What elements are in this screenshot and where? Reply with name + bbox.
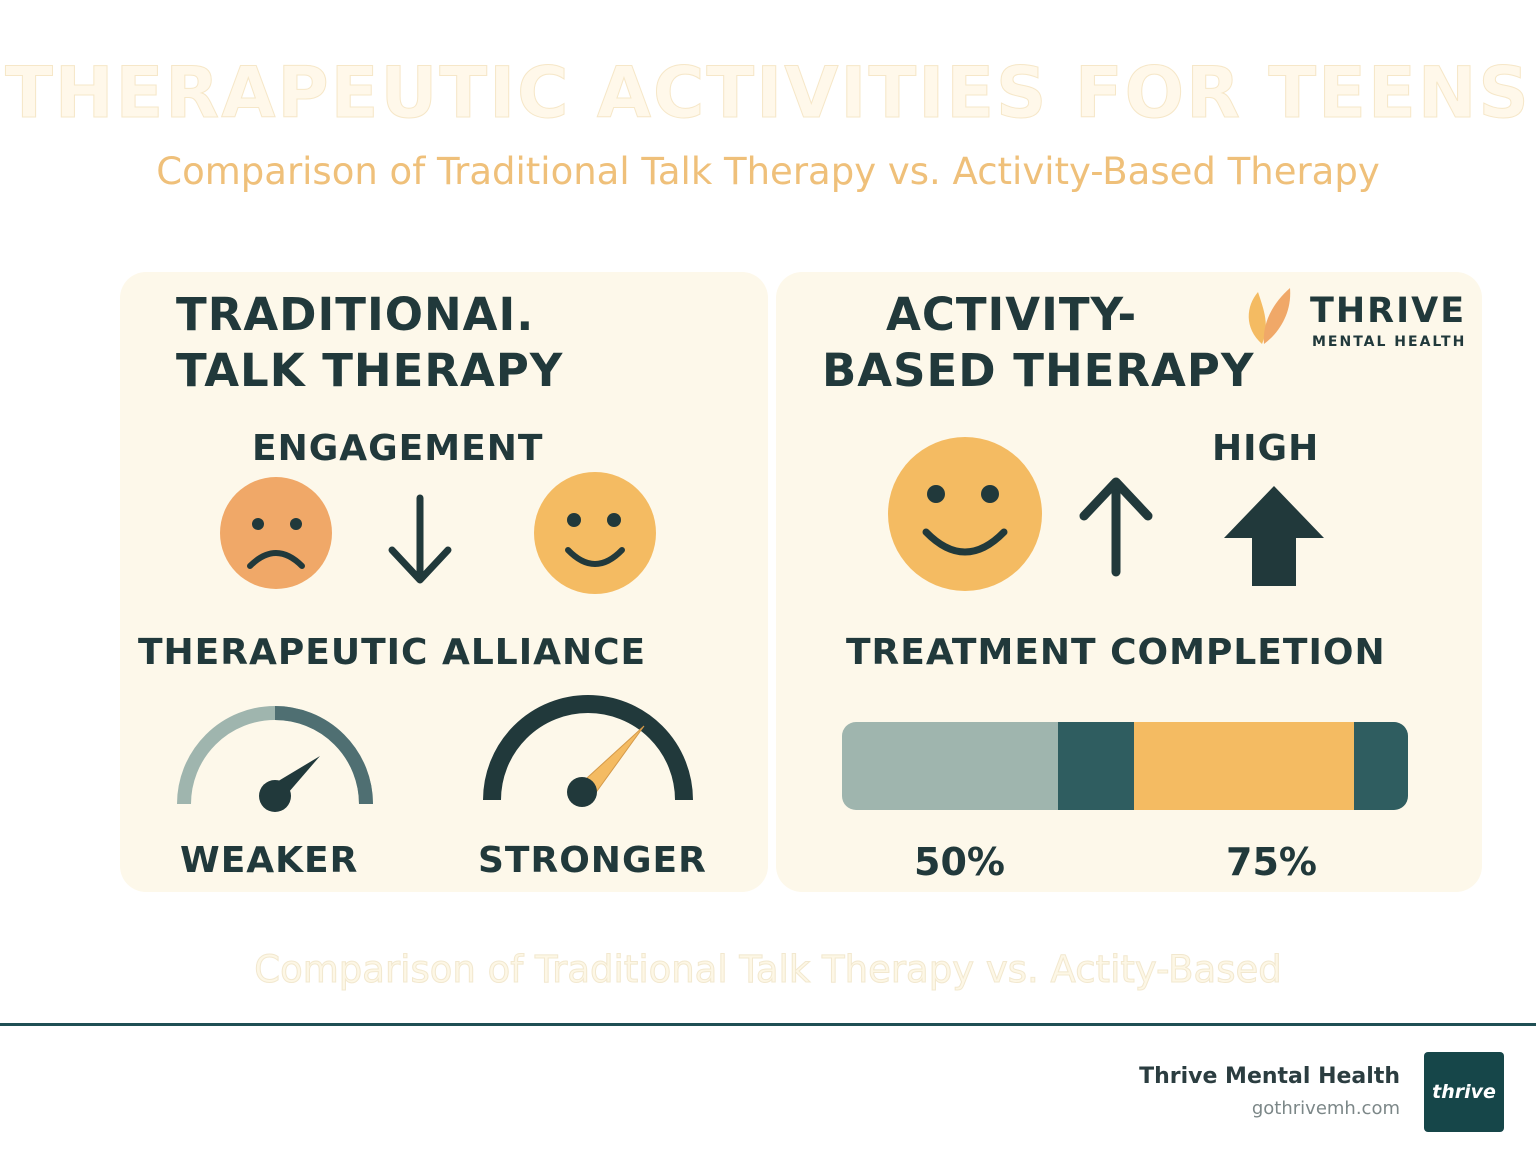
activity-heading-line2: BASED THERAPY <box>822 344 1255 397</box>
logo-tagline: MENTAL HEALTH <box>1312 334 1467 350</box>
gauge-stronger-label: STRONGER <box>478 840 707 881</box>
high-label: HIGH <box>1212 428 1320 469</box>
completion-bar-activity-cap <box>1354 722 1408 810</box>
traditional-heading-line2: TALK THERAPY <box>176 344 564 397</box>
engagement-label: ENGAGEMENT <box>252 428 544 469</box>
faded-caption: Comparison of Traditional Talk Therapy v… <box>254 948 1282 992</box>
footer-divider <box>0 1023 1536 1026</box>
completion-label: TREATMENT COMPLETION <box>846 632 1386 673</box>
traditional-panel <box>120 272 768 892</box>
completion-bar-traditional-cap <box>1058 722 1134 810</box>
happy-face-icon <box>534 472 656 594</box>
down-arrow-icon <box>388 494 452 584</box>
traditional-heading-line1: TRADITIONAI. <box>176 288 535 341</box>
footer-brand-name: Thrive Mental Health <box>1139 1064 1400 1089</box>
activity-happy-face-icon <box>888 437 1042 591</box>
page-title: THERAPEUTIC ACTIVITIES FOR TEENS <box>5 52 1531 135</box>
activity-completion-percent: 75% <box>1226 840 1317 884</box>
traditional-completion-percent: 50% <box>914 840 1005 884</box>
leaf-logo-icon <box>1248 288 1291 344</box>
up-arrow-icon <box>1079 477 1153 577</box>
gauge-weaker-label: WEAKER <box>180 840 359 881</box>
alliance-label: THERAPEUTIC ALLIANCE <box>138 632 647 673</box>
footer-brand-url[interactable]: gothrivemh.com <box>1251 1098 1400 1119</box>
gauge-weak-icon <box>177 706 373 812</box>
completion-bar-traditional-fill <box>842 722 1058 810</box>
bold-up-arrow-icon <box>1224 486 1324 586</box>
activity-heading-line1: ACTIVITY- <box>886 288 1138 341</box>
gauge-strong-icon <box>483 695 693 807</box>
logo-name: THRIVE <box>1310 291 1467 331</box>
page-subtitle: Comparison of Traditional Talk Therapy v… <box>156 150 1380 193</box>
completion-bar <box>842 722 1408 810</box>
sad-face-icon <box>220 477 332 589</box>
completion-bar-activity-fill <box>1134 722 1354 810</box>
footer-brand-badge[interactable]: thrive <box>1424 1052 1504 1132</box>
